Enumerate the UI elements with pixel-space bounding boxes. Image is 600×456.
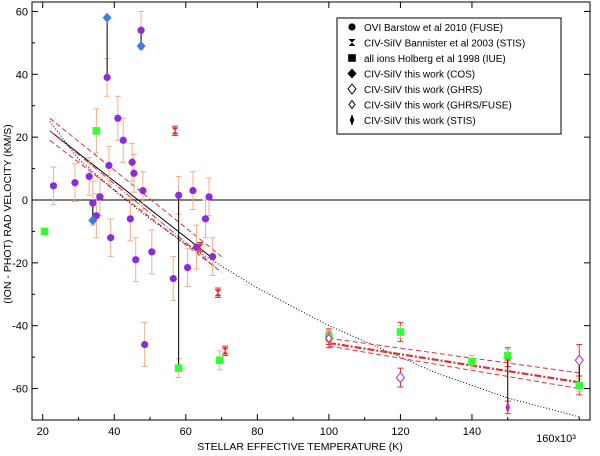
data-point-circle <box>114 114 122 122</box>
data-point-circle <box>141 340 149 349</box>
fit-lines <box>49 117 580 418</box>
plot-frame <box>31 1 591 421</box>
legend-label: CIV-SiIV this work (GHRS) <box>364 85 482 96</box>
data-point-circle <box>189 186 197 195</box>
data-point-circle <box>137 26 145 34</box>
y-tick-label: -20 <box>12 258 28 270</box>
data-point-diamond-open <box>395 371 406 384</box>
data-point-circle <box>183 263 192 272</box>
data-point-hourglass <box>196 243 204 251</box>
data-point-diamond <box>102 12 112 23</box>
legend-label: OVI Barstow et al 2010 (FUSE) <box>364 23 503 34</box>
x-tick-label: 60 <box>180 426 192 438</box>
legend-marker-diamond-open-small <box>348 99 356 110</box>
data-point-diamond <box>88 215 98 226</box>
data-point-circle <box>126 215 134 223</box>
data-point-circle <box>49 182 58 190</box>
x-tick-label: 120 <box>391 426 409 438</box>
legend-label: CIV-SiIV this work (COS) <box>364 70 475 81</box>
x-tick-label: 20 <box>37 426 49 438</box>
data-point-square <box>40 227 49 236</box>
data-point-circle <box>175 191 183 199</box>
data-point-hourglass <box>171 127 179 135</box>
legend-label: all ions Holberg et al 1998 (IUE) <box>364 54 506 65</box>
x-tick-label: 40 <box>108 426 120 438</box>
data-point-circle <box>96 193 104 201</box>
data-point-circle <box>107 234 115 242</box>
plot-area-border <box>31 1 591 421</box>
data-point-circle <box>89 199 97 207</box>
data-point-circle <box>128 158 136 166</box>
data-point-circle <box>105 161 113 170</box>
data-point-circle <box>71 179 79 187</box>
data-point-circle <box>205 193 213 201</box>
x-tick-label: 100 <box>320 426 338 438</box>
fit-red-dashed-upper <box>49 117 222 257</box>
legend: OVI Barstow et al 2010 (FUSE) CIV-SiIV Ba… <box>336 17 562 135</box>
fit-red-thick-dashdot <box>328 341 580 384</box>
fit-red-dashed-high-upper <box>328 337 580 374</box>
data-point-circle <box>209 252 217 261</box>
fit-red-dashdot <box>49 130 215 267</box>
y-tick-label: 40 <box>16 69 28 81</box>
legend-label: CIV-SiIV Bannister et al 2003 (STIS) <box>364 39 525 50</box>
legend-box <box>336 17 562 135</box>
fit-red-dashed-high-lower <box>328 345 580 390</box>
x-axis-title: STELLAR EFFECTIVE TEMPERATURE (K) <box>197 441 403 453</box>
fit-black-solid <box>49 130 215 261</box>
data-point-circle <box>148 248 156 256</box>
connector-lines <box>92 17 580 408</box>
legend-marker-square <box>348 54 356 62</box>
legend-marker-hourglass <box>348 39 356 46</box>
x-tick-label: 140 <box>463 426 481 438</box>
data-point-square <box>396 328 405 336</box>
data-points <box>40 12 584 414</box>
data-point-circle <box>85 172 93 181</box>
y-tick-label: 20 <box>16 132 28 144</box>
data-point-diamond-open <box>574 354 584 367</box>
data-point-circle <box>119 136 127 144</box>
legend-label: CIV-SiIV this work (GHRS/FUSE) <box>364 101 512 112</box>
axes: 20 40 60 80 100 120 140 -60 -40 -20 0 20 40 60 <box>12 2 590 438</box>
legend-marker-diamond <box>347 68 357 79</box>
data-point-circle <box>201 215 210 223</box>
legend-marker-diamond-open <box>347 83 357 95</box>
data-point-circle <box>139 186 147 195</box>
data-point-diamond-thin <box>505 401 510 414</box>
data-point-diamond <box>136 41 146 51</box>
y-tick-label: 0 <box>22 195 28 207</box>
y-tick-label: -40 <box>12 321 28 333</box>
data-point-square <box>215 356 224 365</box>
legend-label: CIV-SiIV this work (STIS) <box>364 116 476 127</box>
fit-black-dotted-curve <box>49 121 580 418</box>
legend-marker-diamond-thin <box>349 114 355 126</box>
y-tick-label: 60 <box>16 6 28 18</box>
data-point-circle <box>103 73 111 82</box>
x-axis-multiplier-label: 160x10³ <box>536 433 576 445</box>
data-point-square <box>92 127 101 135</box>
data-point-square <box>468 358 476 366</box>
legend-marker-circle <box>348 23 356 31</box>
data-point-hourglass <box>221 347 229 355</box>
data-point-diamond-open-small <box>325 333 333 344</box>
data-point-circle <box>130 169 138 177</box>
data-point-hourglass <box>214 289 222 297</box>
y-tick-label: -60 <box>12 384 28 396</box>
data-point-square <box>575 381 584 390</box>
y-axis-title: (ION - PHOT) RAD VELOCITY (KM/S) <box>2 124 14 303</box>
data-point-square <box>503 351 512 360</box>
data-point-circle <box>132 256 140 264</box>
fit-red-dashed-lower <box>49 139 222 273</box>
data-point-square <box>174 364 183 372</box>
data-point-circle <box>169 274 177 283</box>
x-tick-label: 80 <box>251 426 263 438</box>
